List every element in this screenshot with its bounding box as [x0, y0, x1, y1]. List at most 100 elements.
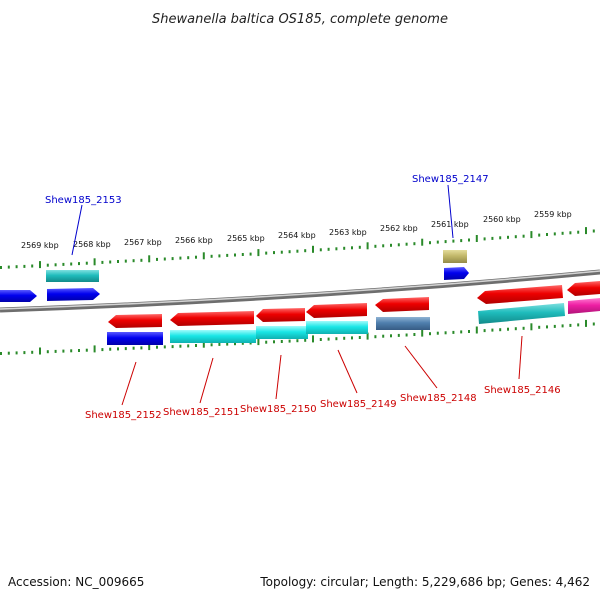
- minor-tick: [444, 240, 447, 244]
- minor-tick: [210, 254, 213, 258]
- minor-tick: [436, 331, 439, 335]
- minor-tick: [179, 256, 182, 260]
- minor-tick: [23, 351, 26, 355]
- minor-tick: [522, 326, 525, 330]
- gene-feature[interactable]: [306, 303, 367, 318]
- minor-tick: [546, 325, 548, 329]
- minor-tick: [343, 246, 346, 250]
- scale-label: 2567 kbp: [124, 238, 162, 247]
- minor-tick: [70, 349, 73, 353]
- minor-tick: [140, 346, 143, 350]
- minor-tick: [319, 338, 322, 341]
- leader-line: [121, 361, 137, 406]
- gene-label[interactable]: Shew185_2146: [484, 385, 561, 396]
- minor-tick: [62, 262, 65, 266]
- minor-tick: [499, 328, 502, 332]
- genome-backbone: [0, 269, 600, 313]
- minor-tick: [507, 327, 509, 331]
- minor-tick: [327, 247, 330, 251]
- minor-tick: [452, 330, 455, 334]
- minor-tick: [265, 340, 268, 344]
- minor-tick: [296, 249, 299, 253]
- gene-feature[interactable]: [568, 298, 600, 314]
- gene-feature[interactable]: [375, 297, 429, 312]
- minor-tick: [265, 251, 268, 255]
- gene-feature[interactable]: [376, 317, 430, 330]
- minor-tick: [187, 344, 190, 348]
- minor-tick: [179, 344, 182, 348]
- minor-tick: [109, 347, 112, 351]
- minor-tick: [140, 258, 143, 262]
- minor-tick: [0, 352, 2, 355]
- lower-gene-labels: Shew185_2152 Shew185_2151 Shew185_2150 S…: [85, 335, 561, 421]
- minor-tick: [117, 347, 119, 351]
- gene-feature[interactable]: [444, 267, 469, 280]
- gene-feature[interactable]: [170, 330, 256, 343]
- major-tick: [257, 338, 260, 346]
- scale-label: 2559 kbp: [534, 210, 572, 219]
- gene-feature[interactable]: [567, 281, 600, 296]
- minor-tick: [132, 259, 135, 263]
- gene-label[interactable]: Shew185_2151: [163, 407, 240, 418]
- minor-tick: [374, 335, 377, 339]
- minor-tick: [288, 250, 291, 254]
- minor-tick: [31, 264, 34, 268]
- minor-tick: [210, 343, 213, 347]
- minor-tick: [546, 233, 548, 236]
- major-tick: [585, 319, 587, 327]
- minor-tick: [70, 262, 73, 266]
- major-tick: [148, 255, 151, 263]
- gene-label[interactable]: Shew185_2149: [320, 399, 397, 410]
- gene-feature[interactable]: [46, 270, 99, 282]
- minor-tick: [280, 340, 283, 343]
- gene-feature[interactable]: [170, 311, 254, 326]
- gene-feature[interactable]: [443, 250, 467, 263]
- gene-feature[interactable]: [107, 332, 163, 345]
- minor-tick: [569, 323, 572, 327]
- lower-strand-features: [107, 281, 600, 345]
- minor-tick: [101, 348, 104, 352]
- gene-feature[interactable]: [108, 314, 162, 328]
- scale-label: 2565 kbp: [227, 234, 265, 243]
- minor-tick: [483, 329, 486, 333]
- minor-tick: [109, 260, 112, 264]
- scale-labels: 2569 kbp 2568 kbp 2567 kbp 2566 kbp 2565…: [21, 210, 572, 250]
- scale-label: 2563 kbp: [329, 228, 367, 237]
- minor-tick: [226, 342, 229, 346]
- minor-tick: [7, 265, 10, 269]
- major-tick: [421, 329, 424, 337]
- gene-feature[interactable]: [0, 290, 37, 302]
- scale-label: 2562 kbp: [380, 224, 418, 233]
- minor-tick: [561, 324, 564, 328]
- gene-label[interactable]: Shew185_2150: [240, 404, 317, 415]
- minor-tick: [187, 256, 190, 260]
- major-tick: [312, 335, 314, 343]
- minor-tick: [163, 345, 166, 349]
- gene-feature[interactable]: [256, 326, 308, 339]
- minor-tick: [218, 342, 221, 346]
- minor-tick: [569, 231, 572, 235]
- minor-tick: [468, 330, 470, 333]
- minor-tick: [436, 240, 439, 244]
- leader-line: [447, 184, 454, 239]
- gene-feature[interactable]: [306, 321, 368, 334]
- minor-tick: [46, 350, 49, 354]
- gene-feature[interactable]: [47, 288, 100, 301]
- leader-line: [275, 354, 282, 400]
- minor-tick: [491, 236, 494, 240]
- gene-feature[interactable]: [477, 285, 563, 304]
- minor-tick: [538, 325, 541, 329]
- gene-label[interactable]: Shew185_2147: [412, 174, 489, 185]
- gene-label[interactable]: Shew185_2148: [400, 393, 477, 404]
- gene-feature[interactable]: [256, 308, 305, 322]
- minor-tick: [460, 330, 463, 334]
- minor-tick: [218, 254, 221, 258]
- minor-tick: [483, 237, 486, 241]
- minor-tick: [351, 336, 353, 340]
- gene-feature[interactable]: [478, 303, 565, 324]
- minor-tick: [335, 247, 338, 251]
- minor-tick: [132, 346, 135, 350]
- gene-label[interactable]: Shew185_2153: [45, 195, 122, 206]
- gene-label[interactable]: Shew185_2152: [85, 410, 162, 421]
